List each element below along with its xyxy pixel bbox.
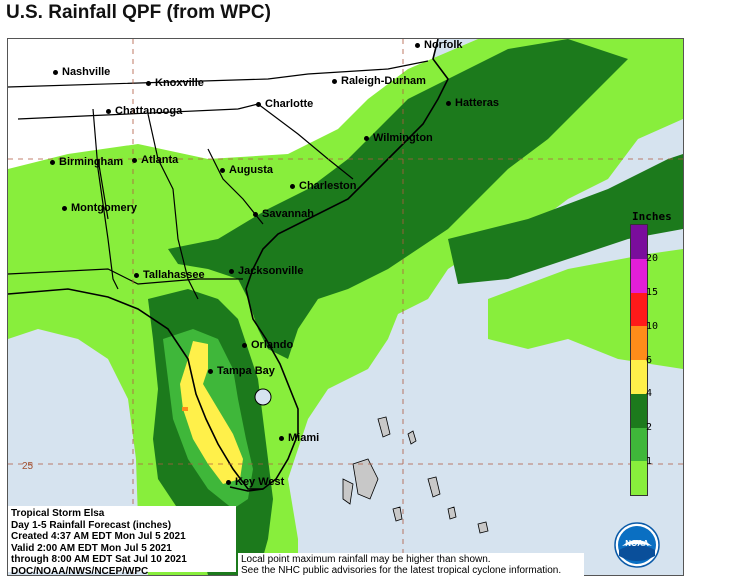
city-label: Raleigh-Durham — [332, 75, 426, 87]
city-marker — [146, 80, 151, 86]
rain-band-moderate-east — [448, 154, 683, 284]
city-label: Norfolk — [415, 39, 463, 51]
city-label: Atlanta — [132, 154, 178, 166]
rainfall-map[interactable]: Norfolk Nashville Knoxville Raleigh-Durh… — [7, 38, 684, 576]
city-marker — [290, 183, 295, 189]
legend-tick: 6 — [646, 355, 653, 366]
city-label: Miami — [279, 432, 319, 444]
legend-swatch — [631, 461, 647, 495]
city-label: Augusta — [220, 164, 273, 176]
product-name: Day 1-5 Rainfall Forecast (inches) — [11, 519, 172, 531]
city-label: Montgomery — [62, 202, 137, 214]
legend-tick: 10 — [646, 321, 659, 332]
rain-band-heavy — [180, 341, 243, 484]
legend-title: Inches — [632, 210, 672, 223]
valid-time: Valid 2:00 AM EDT Mon Jul 5 2021 — [11, 542, 172, 554]
city-label: Wilmington — [364, 132, 433, 144]
disclaimer-line: See the NHC public advisories for the la… — [241, 565, 562, 576]
city-label: Birmingham — [50, 156, 123, 168]
city-marker — [332, 78, 337, 84]
disclaimer-box: Local point maximum rainfall may be high… — [238, 553, 584, 577]
city-marker — [50, 159, 55, 165]
city-marker — [229, 268, 234, 274]
disclaimer-line: Local point maximum rainfall may be high… — [241, 554, 491, 565]
legend-swatch — [631, 393, 647, 428]
city-label: Charlotte — [256, 98, 313, 110]
city-label: Tallahassee — [134, 269, 205, 281]
precip-legend: Inches 20 15 10 6 4 2 1 — [630, 210, 678, 500]
legend-swatch — [631, 258, 647, 293]
city-label: Chattanooga — [106, 105, 182, 117]
legend-color-bar — [630, 224, 648, 496]
city-marker — [53, 69, 58, 75]
florida-keys — [229, 486, 264, 492]
city-marker — [106, 108, 111, 114]
city-marker — [220, 167, 225, 173]
city-label: Key West — [226, 476, 284, 488]
map-graphic — [8, 39, 683, 575]
city-marker — [415, 42, 420, 48]
noaa-logo-icon: NOAA — [614, 522, 660, 568]
legend-swatch — [631, 292, 647, 327]
legend-tick: 2 — [646, 422, 653, 433]
city-label: Hatteras — [446, 97, 499, 109]
city-marker — [446, 100, 451, 106]
city-label: Charleston — [290, 180, 356, 192]
city-label: Knoxville — [146, 77, 204, 89]
through-time: through 8:00 AM EDT Sat Jul 10 2021 — [11, 554, 187, 565]
legend-tick: 15 — [646, 287, 659, 298]
city-label: Tampa Bay — [208, 365, 275, 377]
city-marker — [62, 205, 67, 211]
page-title: U.S. Rainfall QPF (from WPC) — [6, 2, 271, 23]
legend-swatch — [631, 427, 647, 462]
city-marker — [134, 272, 139, 278]
legend-swatch — [631, 360, 647, 394]
city-marker — [279, 435, 284, 441]
city-marker — [364, 135, 369, 141]
city-marker — [226, 479, 231, 485]
rain-band-moderate — [168, 39, 628, 359]
city-label: Jacksonville — [229, 265, 303, 277]
lake-okeechobee — [254, 388, 272, 406]
city-marker — [132, 157, 137, 163]
coastline — [8, 39, 449, 490]
latitude-label: 25 — [22, 461, 34, 472]
storm-name: Tropical Storm Elsa — [11, 508, 105, 519]
city-marker — [208, 368, 213, 374]
legend-tick: 1 — [646, 456, 653, 467]
legend-swatch — [631, 225, 647, 259]
city-label: Savannah — [253, 208, 314, 220]
city-label: Orlando — [242, 339, 293, 351]
created-time: Created 4:37 AM EDT Mon Jul 5 2021 — [11, 531, 186, 542]
rain-max-spot — [182, 407, 188, 411]
city-label: Nashville — [53, 66, 110, 78]
legend-tick: 20 — [646, 253, 659, 264]
legend-swatch — [631, 326, 647, 360]
lat-lon-grid — [8, 39, 683, 575]
noaa-logo-text: NOAA — [625, 539, 649, 548]
islands — [342, 416, 489, 534]
agency-label: DOC/NOAA/NWS/NCEP/WPC — [11, 565, 149, 577]
city-marker — [256, 101, 261, 107]
city-marker — [242, 342, 247, 348]
legend-tick: 4 — [646, 388, 653, 399]
city-marker — [253, 211, 258, 217]
forecast-info-box: Tropical Storm Elsa Day 1-5 Rainfall For… — [8, 506, 236, 577]
state-borders — [8, 60, 429, 300]
